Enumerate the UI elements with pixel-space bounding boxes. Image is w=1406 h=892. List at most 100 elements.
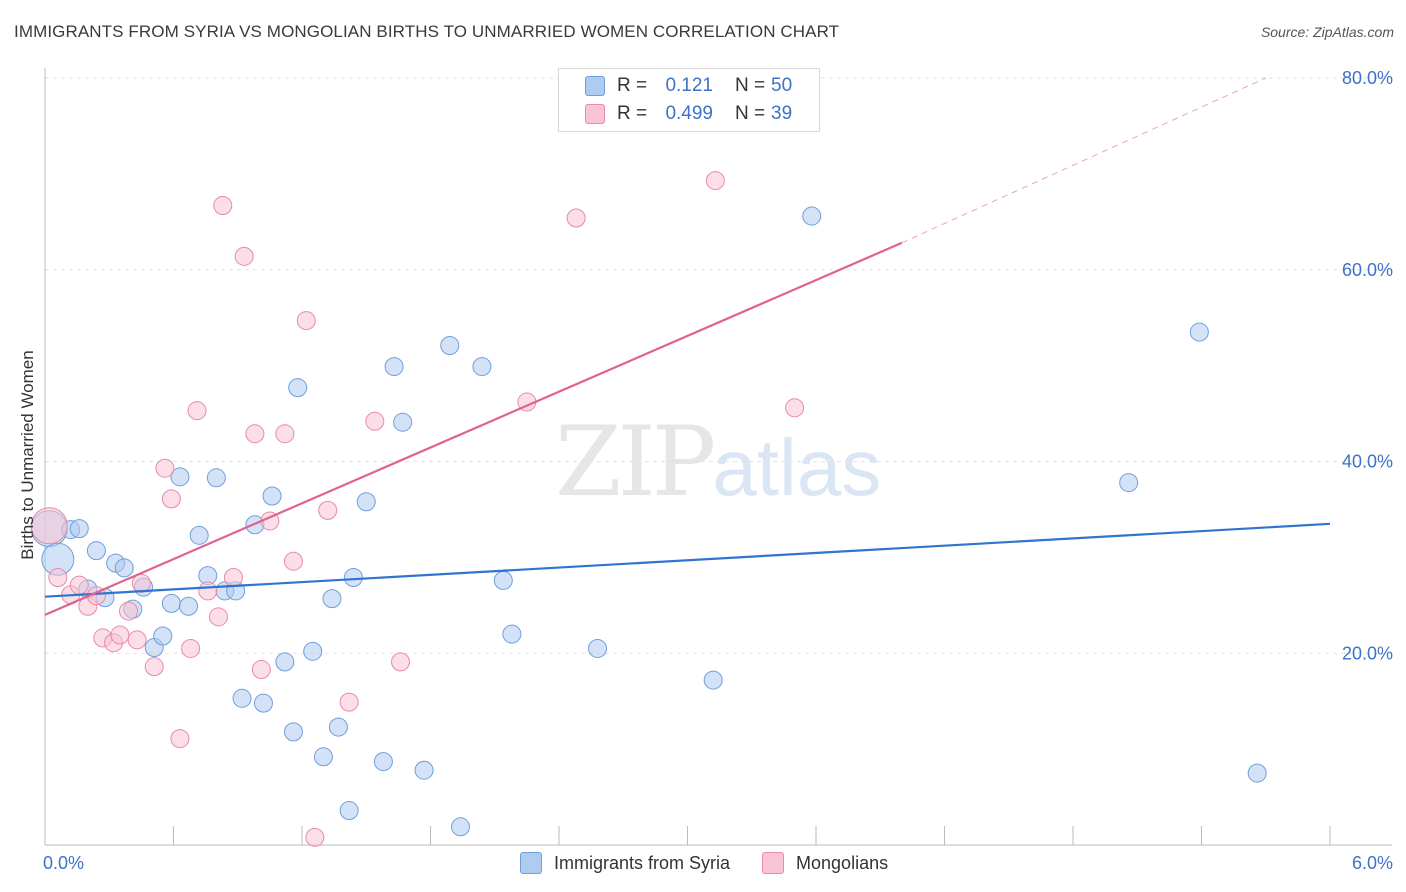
- mongolian-point: [155, 458, 175, 478]
- y-tick-label: 60.0%: [1342, 260, 1393, 280]
- mongolian-point: [566, 208, 586, 228]
- mongolian-point: [69, 575, 89, 595]
- syria-point: [440, 335, 460, 355]
- legend-r-label: R =: [617, 75, 648, 96]
- mongolian-point: [170, 729, 190, 749]
- mongolian-point: [391, 652, 411, 672]
- syria-point: [114, 558, 134, 578]
- syria-point: [262, 486, 282, 506]
- mongolian-point: [30, 507, 68, 545]
- legend-n-label: N =: [735, 75, 766, 96]
- syria-point: [414, 760, 434, 780]
- mongolian-point: [705, 171, 725, 191]
- mongolian-point: [198, 581, 218, 601]
- mongolian-point: [283, 551, 303, 571]
- syria-point: [288, 378, 308, 398]
- legend-row-mongolians: R = 0.499 N = 39: [585, 101, 792, 127]
- mongolian-point: [119, 601, 139, 621]
- syria-point: [170, 467, 190, 487]
- legend-r-label: R =: [617, 103, 648, 124]
- syria-point: [313, 747, 333, 767]
- mongolian-point: [48, 568, 68, 588]
- mongolian-point: [110, 625, 130, 645]
- syria-point: [493, 570, 513, 590]
- syria-point: [588, 638, 608, 658]
- mongolian-point: [245, 424, 265, 444]
- legend-n-value: 39: [771, 103, 793, 124]
- mongolian-point: [161, 489, 181, 509]
- syria-point: [1119, 473, 1139, 493]
- legend-swatch-syria: [585, 76, 605, 96]
- legend-row-syria: R = 0.121 N = 50: [585, 73, 792, 99]
- mongolian-point: [234, 246, 254, 266]
- syria-trend-line: [44, 522, 1331, 598]
- mongolian-point: [208, 607, 228, 627]
- watermark-atlas: atlas: [712, 423, 882, 512]
- series-legend: Immigrants from Syria Mongolians: [520, 852, 920, 874]
- mongolian-point: [181, 638, 201, 658]
- syria-point: [328, 717, 348, 737]
- mongolian-point: [339, 692, 359, 712]
- legend-label-syria: Immigrants from Syria: [554, 852, 731, 873]
- mongolian-point: [187, 401, 207, 421]
- syria-point: [472, 357, 492, 377]
- mongolian-trend-line: [44, 241, 903, 616]
- source-credit: Source: ZipAtlas.com: [1260, 24, 1394, 40]
- syria-point: [502, 624, 522, 644]
- x-tick-label: 6.0%: [1352, 853, 1393, 873]
- syria-point: [86, 541, 106, 561]
- syria-point: [303, 641, 323, 661]
- correlation-legend: R = 0.121 N = 50 R = 0.499 N = 39: [558, 68, 820, 132]
- y-axis-label: Births to Unmarried Women: [18, 350, 37, 560]
- mongolian-point: [296, 311, 316, 331]
- legend-swatch-syria: [520, 852, 542, 874]
- syria-point: [232, 688, 252, 708]
- mongolian-point: [365, 411, 385, 431]
- legend-n-label: N =: [735, 103, 766, 124]
- mongolian-trend-extension: [901, 77, 1266, 244]
- legend-swatch-mongolians: [585, 104, 605, 124]
- syria-point: [1247, 763, 1267, 783]
- syria-point: [275, 652, 295, 672]
- syria-point: [69, 519, 89, 539]
- legend-item-syria[interactable]: Immigrants from Syria: [520, 852, 730, 874]
- legend-r-value: 0.499: [665, 103, 713, 124]
- mongolian-point: [144, 657, 164, 677]
- syria-point: [253, 693, 273, 713]
- syria-point: [322, 589, 342, 609]
- legend-label-mongolians: Mongolians: [796, 852, 889, 873]
- mongolian-point: [127, 630, 147, 650]
- legend-swatch-mongolians: [762, 852, 785, 874]
- syria-point: [343, 568, 363, 588]
- syria-point: [206, 468, 226, 488]
- syria-point: [153, 626, 173, 646]
- syria-point: [178, 596, 198, 616]
- syria-point: [161, 593, 181, 613]
- legend-n-value: 50: [771, 75, 793, 96]
- syria-point: [356, 492, 376, 512]
- syria-point: [189, 525, 209, 545]
- syria-point: [1189, 322, 1209, 342]
- mongolian-point: [305, 827, 325, 847]
- x-tick-label: 0.0%: [43, 853, 84, 873]
- syria-point: [703, 670, 723, 690]
- mongolian-point: [223, 568, 243, 588]
- mongolian-point: [785, 398, 805, 418]
- syria-point: [802, 206, 822, 226]
- legend-item-mongolians[interactable]: Mongolians: [762, 852, 888, 874]
- syria-point: [373, 752, 393, 772]
- syria-point: [450, 817, 470, 837]
- y-tick-label: 80.0%: [1342, 68, 1393, 88]
- mongolian-point: [275, 424, 295, 444]
- mongolian-point: [318, 500, 338, 520]
- mongolian-point: [251, 660, 271, 680]
- syria-point: [283, 722, 303, 742]
- syria-point: [384, 357, 404, 377]
- legend-r-value: 0.121: [665, 75, 713, 96]
- mongolian-point: [213, 196, 233, 216]
- syria-point: [339, 800, 359, 820]
- chart-title: IMMIGRANTS FROM SYRIA VS MONGOLIAN BIRTH…: [14, 22, 840, 41]
- syria-point: [393, 412, 413, 432]
- y-tick-label: 40.0%: [1342, 452, 1393, 472]
